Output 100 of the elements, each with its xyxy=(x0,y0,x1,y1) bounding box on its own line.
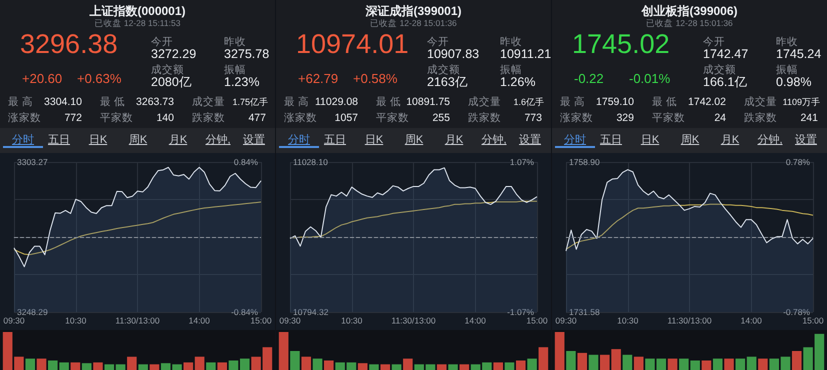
text: 分时 xyxy=(279,134,319,148)
text: 329 xyxy=(616,112,634,124)
y-tick-label: 1731.58 xyxy=(569,307,600,317)
x-tick-label: 15:00 xyxy=(526,316,548,326)
text: 日K xyxy=(88,134,108,146)
text: 241 xyxy=(800,112,818,124)
text: 166.1亿 xyxy=(703,75,748,89)
x-tick-label: 14:00 xyxy=(464,316,486,326)
x-tick-label: 10:30 xyxy=(341,316,363,326)
text: 最 高 xyxy=(560,96,585,108)
text: +0.58% xyxy=(353,71,398,86)
chart-title: 创业板指(399006) xyxy=(640,4,739,18)
text: 平家数 xyxy=(652,112,685,124)
text: 1.26% xyxy=(500,75,536,89)
text: 最 高 xyxy=(8,96,33,108)
text: 五日 xyxy=(323,134,347,146)
chart-title: 上证指数(000001) xyxy=(88,4,187,18)
y-tick-label: 3248.29 xyxy=(17,307,48,317)
text: 成交额 xyxy=(703,64,736,76)
text: -0.22 xyxy=(574,71,604,86)
chart-subtitle: 已收盘 12-28 15:11:53 xyxy=(94,18,182,28)
text: 分钟, xyxy=(204,134,232,146)
x-tick-label: 11:30/13:00 xyxy=(667,316,712,326)
text: 772 xyxy=(64,112,82,124)
text: 0.98% xyxy=(776,75,812,89)
x-tick-label: 10:30 xyxy=(65,316,87,326)
text: 分钟, xyxy=(756,134,784,146)
text: 平家数 xyxy=(100,112,133,124)
text: 2163亿 xyxy=(427,75,468,89)
text: +0.63% xyxy=(77,71,122,86)
y2-tick-label: 1.07% xyxy=(510,157,534,167)
x-tick-label: 15:00 xyxy=(250,316,272,326)
text: 3263.73 xyxy=(136,96,174,108)
text: 跌家数 xyxy=(744,112,777,124)
text: 月K xyxy=(444,134,464,146)
text: 昨收 xyxy=(500,36,522,48)
y-tick-label: 1758.90 xyxy=(569,157,600,167)
y2-tick-label: -1.07% xyxy=(507,307,534,317)
text: 日K xyxy=(640,134,660,146)
text: 今开 xyxy=(703,36,725,48)
text: 最 高 xyxy=(284,96,309,108)
x-tick-label: 09:30 xyxy=(555,316,577,326)
text: 3275.78 xyxy=(224,47,270,61)
text: 773 xyxy=(524,112,542,124)
text: 成交量 xyxy=(192,96,225,108)
text: 3272.29 xyxy=(151,47,196,61)
text: 跌家数 xyxy=(192,112,225,124)
text: 10907.83 xyxy=(427,47,480,61)
x-tick-label: 14:00 xyxy=(188,316,210,326)
y2-tick-label: -0.78% xyxy=(783,307,810,317)
text: 设置 xyxy=(518,134,542,146)
text: 五日 xyxy=(47,134,71,146)
x-tick-label: 11:30/13:00 xyxy=(391,316,436,326)
text: 1.75亿手 xyxy=(232,97,268,107)
text: 最 低 xyxy=(376,96,401,108)
x-tick-label: 09:30 xyxy=(3,316,25,326)
text: 分时 xyxy=(3,134,43,148)
text: 今开 xyxy=(427,36,449,48)
x-tick-label: 09:30 xyxy=(279,316,301,326)
text: 10911.21 xyxy=(500,47,552,61)
text: 1742.02 xyxy=(688,96,726,108)
text: 成交额 xyxy=(151,64,184,76)
text: 月K xyxy=(720,134,740,146)
text: 平家数 xyxy=(376,112,409,124)
y-tick-label: 11028.10 xyxy=(293,157,328,167)
text: 1759.10 xyxy=(596,96,634,108)
text: 日K xyxy=(364,134,384,146)
text: 成交量 xyxy=(468,96,501,108)
text: 分时 xyxy=(555,134,595,148)
text: 11029.08 xyxy=(314,96,358,108)
text: 跌家数 xyxy=(468,112,501,124)
text: 1742.47 xyxy=(703,47,748,61)
text: 1745.02 xyxy=(572,29,670,59)
text: 涨家数 xyxy=(284,112,317,124)
text: 振幅 xyxy=(776,64,798,76)
text: 3304.10 xyxy=(44,96,82,108)
text: 255 xyxy=(432,112,450,124)
text: 周K xyxy=(404,134,424,146)
text: 振幅 xyxy=(224,64,246,76)
chart-subtitle: 已收盘 12-28 15:01:36 xyxy=(369,18,458,28)
chart-title: 深证成指(399001) xyxy=(364,4,463,18)
text: 1.6亿手 xyxy=(513,97,544,107)
text: 10974.01 xyxy=(296,29,409,59)
x-tick-label: 11:30/13:00 xyxy=(115,316,160,326)
text: 1057 xyxy=(334,112,358,124)
text: 月K xyxy=(168,134,188,146)
text: 成交额 xyxy=(427,64,460,76)
text: 1745.24 xyxy=(776,47,822,61)
text: 涨家数 xyxy=(8,112,41,124)
x-tick-label: 10:30 xyxy=(617,316,639,326)
text: 设置 xyxy=(794,134,818,146)
text: 成交量 xyxy=(744,96,777,108)
text: +20.60 xyxy=(22,71,62,86)
text: 今开 xyxy=(151,36,173,48)
text: 10891.75 xyxy=(406,96,450,108)
text: 最 低 xyxy=(652,96,677,108)
text: -0.01% xyxy=(629,71,670,86)
text: +62.79 xyxy=(298,71,338,86)
text: 最 低 xyxy=(100,96,125,108)
text: 振幅 xyxy=(500,64,522,76)
